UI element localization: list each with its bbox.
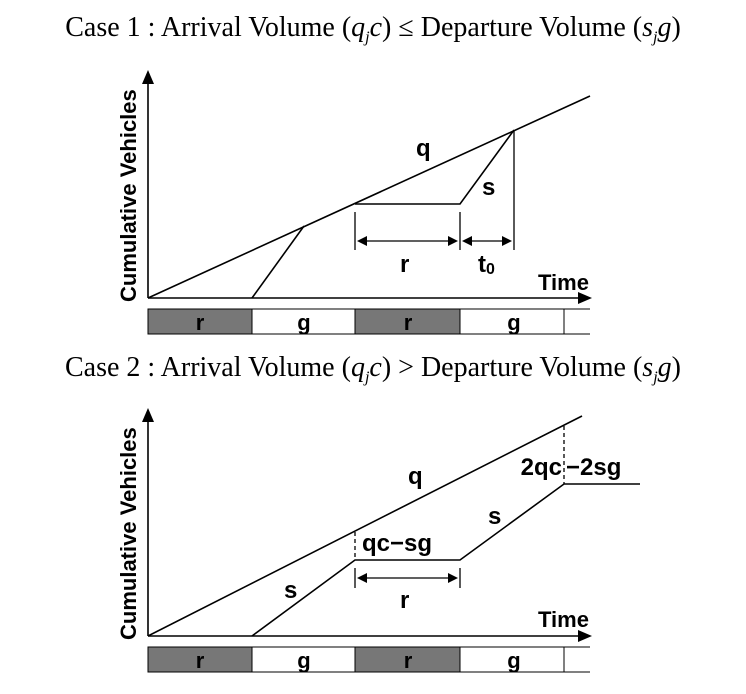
case1-y-label: Cumulative Vehicles: [116, 89, 141, 302]
case2-phase-r2-label: r: [404, 648, 413, 673]
case1-phase-g1: [251, 308, 356, 335]
case2-phase-tail: [564, 646, 590, 673]
case1-r-label: r: [400, 251, 409, 278]
case1-t0-label: t0: [478, 251, 495, 278]
case1-title: Case 1 : Arrival Volume (qjc) ≤ Departur…: [65, 12, 681, 46]
case2-r-label: r: [400, 587, 409, 614]
case1-t0-arrowhead-left: [462, 236, 472, 246]
case1-phase-r2-label: r: [404, 310, 413, 335]
case2-r-arrowhead-left: [357, 573, 367, 583]
case2-q-label: q: [408, 463, 423, 490]
case2-signal-bar: r g r g: [147, 646, 590, 673]
case2-phase-g2: [459, 646, 565, 673]
case1-r-arrowhead-left: [357, 236, 367, 246]
case1-y-axis-arrow: [142, 70, 154, 84]
case2-phase-g1-label: g: [297, 648, 310, 673]
case1-phase-r1-label: r: [196, 310, 205, 335]
case1-x-axis-arrow: [578, 292, 592, 304]
case2-x-axis-arrow: [578, 630, 592, 642]
case1-arrival-line: [147, 95, 591, 299]
case2-phase-g1: [251, 646, 356, 673]
case2-y-label: Cumulative Vehicles: [116, 427, 141, 640]
case1-x-label: Time: [538, 270, 589, 295]
case1-phase-tail: [564, 308, 590, 335]
case2-phase-g2-label: g: [507, 648, 520, 673]
case2-queue-label-2-right: −2sg: [566, 454, 621, 481]
case2-arrival-line: [147, 415, 583, 637]
case2-phase-r1: [147, 646, 253, 673]
case2-s-label-2: s: [488, 503, 501, 530]
case2-title: Case 2 : Arrival Volume (qjc) > Departur…: [65, 352, 681, 386]
case1-phase-g2: [459, 308, 565, 335]
case1-phase-g2-label: g: [507, 310, 520, 335]
case1-departure-1: [251, 225, 305, 299]
case1-signal-bar: r g r g: [147, 308, 590, 335]
case2-s-label-1: s: [284, 577, 297, 604]
case1-r-arrowhead-right: [448, 236, 458, 246]
case2-r-arrowhead-right: [448, 573, 458, 583]
case1-t0-arrowhead-right: [502, 236, 512, 246]
case1-phase-r1: [147, 308, 253, 335]
case2-phase-r2: [354, 646, 461, 673]
case1-phase-g1-label: g: [297, 310, 310, 335]
case2-phase-r1-label: r: [196, 648, 205, 673]
case1-s-label: s: [482, 174, 495, 201]
case2-queue-label-1: qc−sg: [362, 530, 432, 557]
case2-queue-label-2-left: 2qc: [521, 454, 562, 481]
case2-x-label: Time: [538, 607, 589, 632]
case2-diagram: q s s r qc−sg 2qc −2sg Time Cumulative V…: [116, 408, 640, 673]
case1-q-label: q: [416, 135, 431, 162]
case1-diagram: q s r t0 Time Cumulative Vehicles r g r …: [116, 70, 592, 335]
case1-departure-2: [355, 129, 515, 205]
case2-y-axis-arrow: [142, 408, 154, 422]
case2-departure-curve: [251, 483, 640, 637]
